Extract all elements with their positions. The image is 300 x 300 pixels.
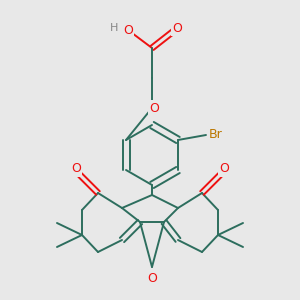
Text: O: O (149, 101, 159, 115)
Text: O: O (219, 163, 229, 176)
Text: Br: Br (209, 128, 223, 142)
Text: O: O (71, 163, 81, 176)
Text: H: H (110, 23, 118, 33)
Text: O: O (172, 22, 182, 34)
Text: O: O (147, 272, 157, 286)
Text: O: O (123, 23, 133, 37)
